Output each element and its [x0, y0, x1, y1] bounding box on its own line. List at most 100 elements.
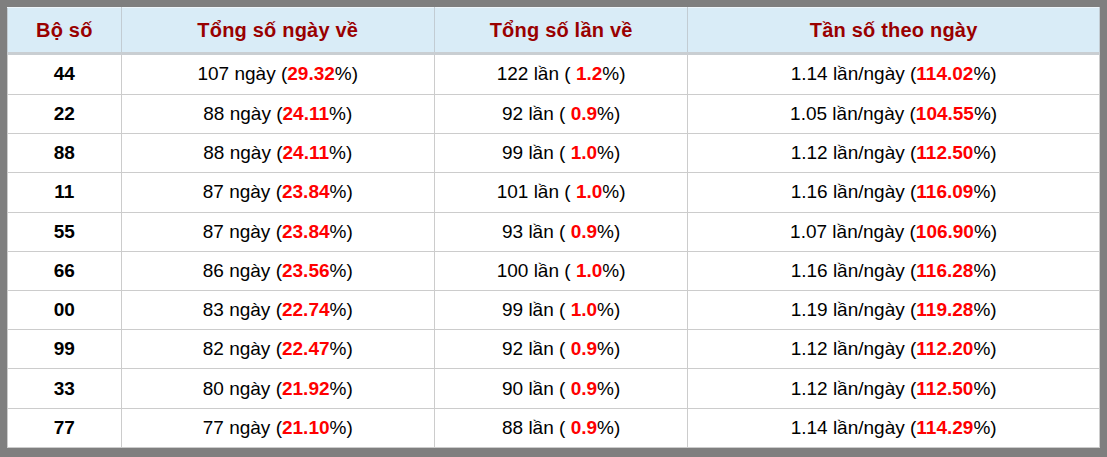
- frequency-text: 1.05 lần/ngày (: [790, 103, 916, 124]
- cell-total-days: 83 ngày (22.74%): [121, 290, 434, 329]
- times-suffix: %): [597, 417, 620, 438]
- days-suffix: %): [330, 338, 353, 359]
- cell-total-times: 100 lần ( 1.0%): [434, 251, 687, 290]
- times-suffix: %): [602, 181, 625, 202]
- pair-number: 66: [54, 260, 75, 281]
- frequency-percent: 116.28: [916, 260, 973, 281]
- frequency-suffix: %): [973, 378, 996, 399]
- times-text: 92 lần (: [502, 338, 571, 359]
- frequency-percent: 116.09: [916, 181, 973, 202]
- days-suffix: %): [330, 260, 353, 281]
- pair-number: 00: [54, 299, 75, 320]
- times-percent: 0.9: [571, 103, 597, 124]
- cell-pair-number: 11: [8, 173, 122, 212]
- times-percent: 1.0: [571, 299, 597, 320]
- cell-total-days: 82 ngày (22.47%): [121, 330, 434, 369]
- frequency-percent: 106.90: [916, 221, 974, 242]
- times-suffix: %): [602, 63, 625, 84]
- cell-frequency: 1.16 lần/ngày (116.28%): [688, 251, 1100, 290]
- days-text: 87 ngày (: [203, 221, 282, 242]
- times-suffix: %): [597, 221, 620, 242]
- times-percent: 1.0: [571, 142, 597, 163]
- times-text: 88 lần (: [502, 417, 571, 438]
- cell-total-times: 122 lần ( 1.2%): [434, 54, 687, 95]
- days-percent: 24.11: [283, 142, 330, 163]
- table-row: 00 83 ngày (22.74%) 99 lần ( 1.0%) 1.19 …: [8, 290, 1100, 329]
- table-row: 88 88 ngày (24.11%) 99 lần ( 1.0%) 1.12 …: [8, 134, 1100, 173]
- times-percent: 0.9: [571, 417, 597, 438]
- times-suffix: %): [602, 260, 625, 281]
- table-row: 66 86 ngày (23.56%) 100 lần ( 1.0%) 1.16…: [8, 251, 1100, 290]
- times-suffix: %): [597, 142, 620, 163]
- frequency-percent: 112.20: [916, 338, 973, 359]
- pair-number: 22: [54, 103, 75, 124]
- cell-frequency: 1.12 lần/ngày (112.50%): [688, 369, 1100, 408]
- times-text: 92 lần (: [502, 103, 571, 124]
- days-percent: 24.11: [283, 103, 330, 124]
- days-percent: 29.32: [287, 63, 335, 84]
- table-row: 11 87 ngày (23.84%) 101 lần ( 1.0%) 1.16…: [8, 173, 1100, 212]
- frequency-text: 1.14 lần/ngày (: [791, 63, 917, 84]
- frequency-percent: 104.55: [916, 103, 974, 124]
- days-text: 88 ngày (: [203, 103, 282, 124]
- frequency-suffix: %): [973, 338, 996, 359]
- times-text: 90 lần (: [502, 378, 571, 399]
- cell-pair-number: 44: [8, 54, 122, 95]
- cell-pair-number: 33: [8, 369, 122, 408]
- cell-frequency: 1.12 lần/ngày (112.50%): [688, 134, 1100, 173]
- frequency-percent: 119.28: [916, 299, 973, 320]
- pair-number: 99: [54, 338, 75, 359]
- days-text: 88 ngày (: [203, 142, 282, 163]
- days-percent: 22.47: [282, 338, 330, 359]
- cell-total-days: 77 ngày (21.10%): [121, 408, 434, 447]
- times-suffix: %): [597, 299, 620, 320]
- days-suffix: %): [329, 103, 352, 124]
- frequency-percent: 114.02: [916, 63, 973, 84]
- frequency-suffix: %): [974, 221, 997, 242]
- lottery-pair-statistics-table: Bộ số Tổng số ngày về Tổng số lần về Tần…: [7, 7, 1100, 448]
- cell-total-times: 93 lần ( 0.9%): [434, 212, 687, 251]
- frequency-suffix: %): [973, 142, 996, 163]
- times-percent: 1.2: [576, 63, 602, 84]
- cell-total-times: 92 lần ( 0.9%): [434, 330, 687, 369]
- table-row: 55 87 ngày (23.84%) 93 lần ( 0.9%) 1.07 …: [8, 212, 1100, 251]
- times-text: 122 lần (: [497, 63, 576, 84]
- cell-total-days: 87 ngày (23.84%): [121, 212, 434, 251]
- frequency-percent: 112.50: [916, 142, 973, 163]
- days-text: 82 ngày (: [203, 338, 282, 359]
- cell-total-days: 86 ngày (23.56%): [121, 251, 434, 290]
- table-row: 44 107 ngày (29.32%) 122 lần ( 1.2%) 1.1…: [8, 54, 1100, 95]
- frequency-percent: 112.50: [916, 378, 973, 399]
- pair-number: 88: [54, 142, 75, 163]
- cell-pair-number: 66: [8, 251, 122, 290]
- times-text: 93 lần (: [502, 221, 571, 242]
- cell-total-days: 88 ngày (24.11%): [121, 134, 434, 173]
- days-percent: 23.56: [282, 260, 330, 281]
- times-percent: 1.0: [576, 260, 602, 281]
- table-body: 44 107 ngày (29.32%) 122 lần ( 1.2%) 1.1…: [8, 54, 1100, 448]
- days-percent: 23.84: [282, 181, 330, 202]
- times-suffix: %): [597, 338, 620, 359]
- days-suffix: %): [329, 142, 352, 163]
- days-text: 107 ngày (: [197, 63, 287, 84]
- cell-total-days: 80 ngày (21.92%): [121, 369, 434, 408]
- cell-pair-number: 00: [8, 290, 122, 329]
- frequency-text: 1.12 lần/ngày (: [791, 142, 917, 163]
- cell-frequency: 1.05 lần/ngày (104.55%): [688, 94, 1100, 133]
- days-text: 83 ngày (: [203, 299, 282, 320]
- pair-number: 44: [54, 63, 75, 84]
- times-percent: 1.0: [576, 181, 602, 202]
- frequency-suffix: %): [973, 260, 996, 281]
- cell-pair-number: 77: [8, 408, 122, 447]
- cell-total-days: 87 ngày (23.84%): [121, 173, 434, 212]
- cell-pair-number: 99: [8, 330, 122, 369]
- cell-frequency: 1.07 lần/ngày (106.90%): [688, 212, 1100, 251]
- table-row: 99 82 ngày (22.47%) 92 lần ( 0.9%) 1.12 …: [8, 330, 1100, 369]
- header-pair-number: Bộ số: [8, 8, 122, 54]
- times-percent: 0.9: [571, 378, 597, 399]
- days-percent: 21.10: [282, 417, 330, 438]
- table-frame: Bộ số Tổng số ngày về Tổng số lần về Tần…: [0, 0, 1107, 457]
- frequency-text: 1.07 lần/ngày (: [790, 221, 916, 242]
- days-suffix: %): [330, 221, 353, 242]
- frequency-text: 1.16 lần/ngày (: [791, 181, 917, 202]
